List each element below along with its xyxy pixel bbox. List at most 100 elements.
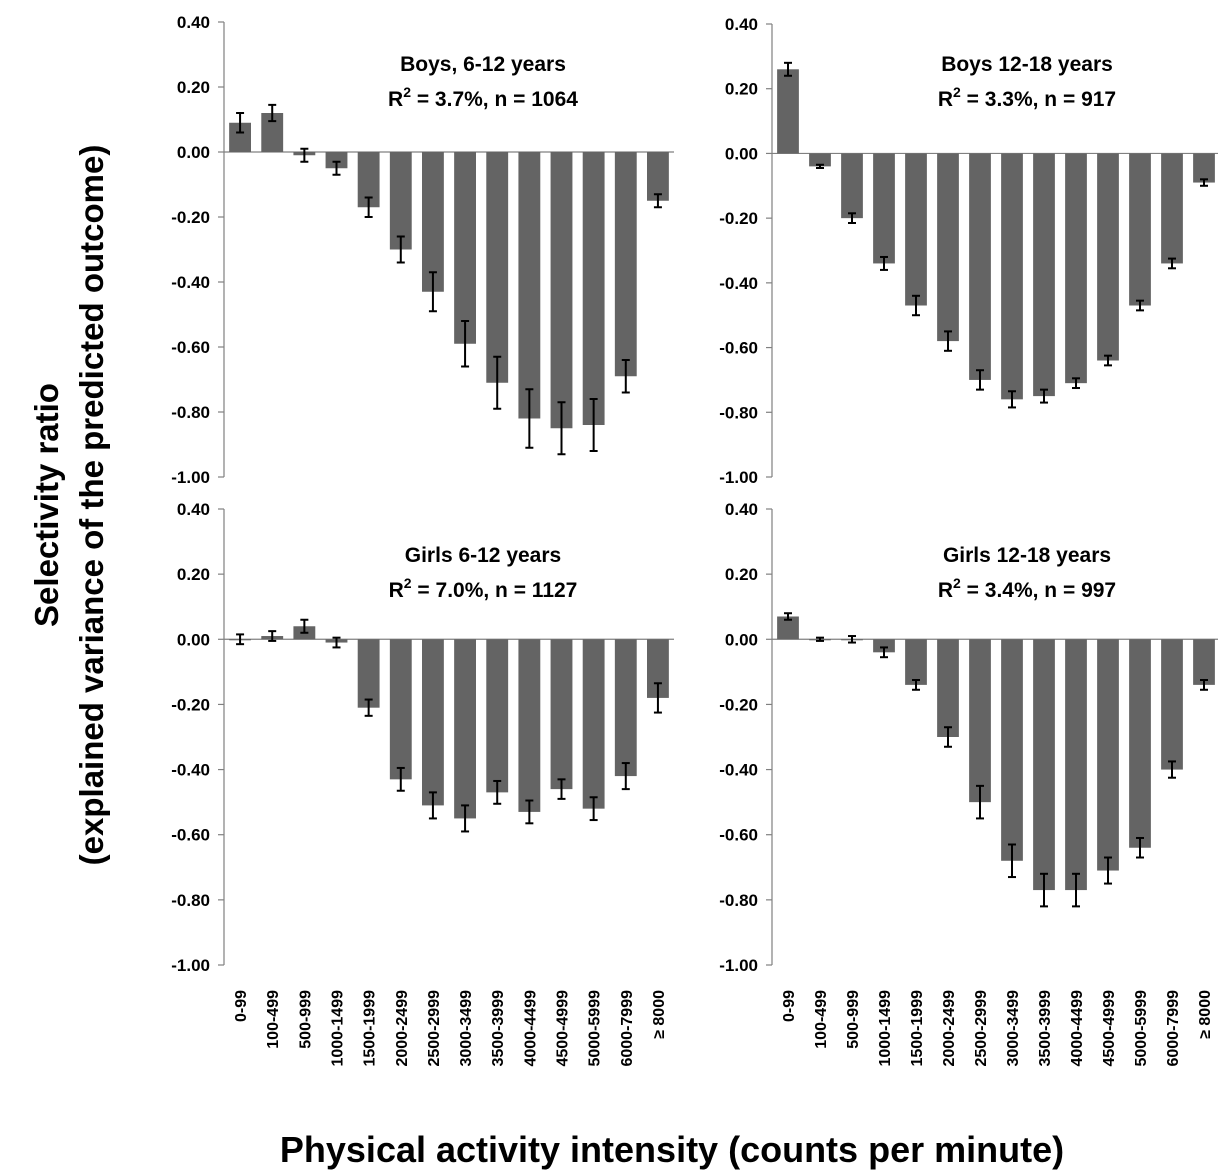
bar-4000-4499	[1065, 639, 1087, 891]
y-axis-title-line1: Selectivity ratio	[28, 383, 65, 627]
panel-title: Boys 12-18 years	[941, 53, 1113, 76]
error-bar	[1136, 836, 1144, 859]
bar-2500-2999	[969, 153, 991, 380]
panel-subtitle: R2 = 3.4%, n = 997	[938, 575, 1116, 602]
bar-2000-2499	[389, 152, 412, 250]
bar-2500-2999	[969, 639, 991, 803]
bar-5000-5999	[1129, 153, 1151, 306]
x-category-label: 1500-1999	[362, 990, 379, 1067]
bar-≥ 8000	[1193, 153, 1215, 183]
error-bar	[364, 698, 373, 717]
error-bar	[332, 636, 341, 649]
error-bar	[1168, 257, 1176, 270]
error-bar	[653, 193, 662, 209]
x-category-label: ≥ 8000	[651, 990, 668, 1039]
bar-1000-1499	[873, 639, 895, 653]
bar-6000-7999	[614, 639, 637, 777]
error-bar	[396, 766, 405, 792]
y-tick-label: -0.20	[171, 695, 210, 714]
y-tick-label: -0.80	[171, 891, 210, 910]
error-bar	[236, 112, 245, 134]
bar-2000-2499	[937, 153, 959, 342]
error-bar	[525, 799, 534, 825]
panel-title: Boys, 6-12 years	[400, 53, 566, 76]
bar-1500-1999	[357, 639, 380, 708]
error-bar	[1168, 760, 1176, 779]
error-bar	[848, 212, 856, 224]
x-category-label: 3500-3999	[490, 990, 507, 1067]
error-bar	[1104, 354, 1112, 367]
x-axis-title: Physical activity intensity (counts per …	[280, 1129, 1064, 1170]
error-bar	[976, 369, 984, 391]
error-bar	[1136, 299, 1144, 312]
error-bar	[1008, 843, 1016, 879]
bar-2000-2499	[937, 639, 959, 737]
bar-3500-3999	[486, 152, 509, 383]
x-category-label: 4500-4999	[1101, 990, 1118, 1067]
chart-panel-1: 0.40 0.20 0.00 -0.20 -0.40 -0.60 -0.80 -1.00 Boy…	[171, 13, 674, 487]
error-bar	[848, 635, 856, 644]
bar-1500-1999	[905, 153, 927, 306]
x-category-label: 0-99	[233, 990, 250, 1022]
x-category-label: 3000-3499	[458, 990, 475, 1067]
error-bar	[1040, 872, 1048, 908]
error-bar	[300, 147, 309, 163]
y-tick-label: -1.00	[171, 956, 210, 975]
y-axis-title-line2: (explained variance of the predicted out…	[73, 145, 110, 866]
error-bar	[557, 401, 566, 456]
error-bar	[525, 388, 534, 449]
x-category-label: 1500-1999	[909, 990, 926, 1067]
x-category-label: 0-99	[781, 990, 798, 1022]
panel-subtitle: R2 = 7.0%, n = 1127	[389, 575, 578, 602]
error-bar	[589, 796, 598, 822]
y-tick-label: -0.60	[171, 826, 210, 845]
error-bar	[557, 778, 566, 800]
y-tick-label: -0.80	[719, 403, 758, 422]
error-bar	[493, 355, 502, 410]
y-tick-label: -0.80	[719, 891, 758, 910]
y-tick-label: 0.40	[177, 13, 210, 32]
bar-4500-4999	[550, 639, 573, 790]
x-category-label: 100-499	[813, 990, 830, 1049]
bar-3000-3499	[454, 639, 476, 819]
bar-4000-4499	[518, 152, 541, 419]
y-tick-label: 0.40	[725, 500, 758, 519]
error-bar	[784, 61, 792, 77]
error-bar	[944, 726, 952, 748]
y-tick-label: -0.20	[171, 208, 210, 227]
error-bar	[1072, 377, 1080, 390]
y-tick-label: 0.40	[725, 15, 758, 34]
bar-≥ 8000	[647, 639, 669, 698]
x-category-label: 3500-3999	[1037, 990, 1054, 1067]
bar-0-99	[229, 122, 251, 152]
error-bar	[461, 320, 470, 368]
error-bar	[816, 636, 824, 642]
bar-1000-1499	[325, 152, 348, 169]
error-bar	[1008, 390, 1016, 409]
y-tick-label: -0.20	[719, 209, 758, 228]
panel-subtitle: R2 = 3.3%, n = 917	[938, 84, 1116, 111]
x-category-label: 4500-4999	[555, 990, 572, 1067]
y-tick-label: -1.00	[719, 468, 758, 487]
chart-panel-4: 0.40 0.20 0.00 -0.20 -0.40 -0.60 -0.80 -1.00 Gir…	[719, 500, 1218, 975]
error-bar	[1200, 178, 1208, 187]
x-category-label: 2500-2999	[426, 990, 443, 1067]
error-bar	[268, 103, 277, 123]
x-category-label: 3000-3499	[1005, 990, 1022, 1067]
x-category-label: 2000-2499	[941, 990, 958, 1067]
bar-3000-3499	[1001, 153, 1023, 400]
bar-3500-3999	[1033, 153, 1055, 397]
bar-1500-1999	[905, 639, 927, 685]
error-bar	[621, 359, 630, 394]
y-tick-label: 0.20	[725, 565, 758, 584]
x-category-label: 6000-7999	[1165, 990, 1182, 1067]
y-tick-label: 0.00	[177, 630, 210, 649]
bar-≥ 8000	[1193, 639, 1215, 685]
panel-subtitle: R2 = 3.7%, n = 1064	[388, 84, 578, 111]
y-tick-label: 0.00	[725, 630, 758, 649]
bar-0-99	[777, 69, 799, 154]
bar-6000-7999	[1161, 153, 1183, 264]
error-bar	[493, 779, 502, 805]
y-tick-label: -1.00	[171, 468, 210, 487]
bar-4000-4499	[1065, 153, 1087, 384]
